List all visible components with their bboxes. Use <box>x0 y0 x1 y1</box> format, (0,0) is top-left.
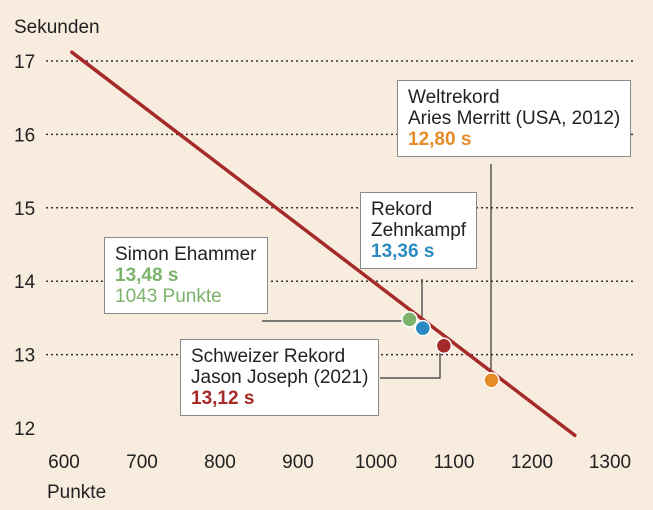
data-point <box>483 372 500 389</box>
y-axis-label: Sekunden <box>14 17 100 38</box>
data-point <box>435 337 453 355</box>
x-tick-label: 600 <box>48 452 80 473</box>
annotation-line: Jason Joseph (2021) <box>191 367 369 388</box>
annotation-line: Simon Ehammer <box>115 244 257 265</box>
annotation-value: 13,36 s <box>371 241 435 262</box>
annotation-line: Zehnkampf <box>371 220 467 241</box>
y-tick-labels: 12 13 14 15 16 17 <box>14 52 36 440</box>
y-tick-label: 13 <box>14 346 35 367</box>
annotation-simon-ehammer: Simon Ehammer 13,48 s 1043 Punkte <box>104 237 268 314</box>
y-tick-label: 17 <box>14 52 35 73</box>
annotation-value: 13,12 s <box>191 388 255 409</box>
data-points <box>401 311 500 389</box>
x-tick-label: 1300 <box>589 452 631 473</box>
data-point <box>401 311 418 328</box>
x-tick-label: 800 <box>204 452 236 473</box>
x-tick-label: 700 <box>126 452 158 473</box>
annotation-line: Rekord <box>371 199 433 220</box>
annotation-value: 12,80 s <box>408 129 472 150</box>
y-tick-label: 16 <box>14 125 35 146</box>
x-tick-label: 1100 <box>434 452 475 473</box>
annotation-line: Aries Merritt (USA, 2012) <box>408 108 621 129</box>
x-axis-label: Punkte <box>47 482 106 503</box>
y-tick-label: 12 <box>14 419 35 440</box>
x-tick-label: 1200 <box>511 452 553 473</box>
annotation-line: Schweizer Rekord <box>191 346 346 367</box>
x-tick-labels: 600 700 800 900 1000 1100 1200 1300 <box>48 452 631 473</box>
y-tick-label: 14 <box>14 272 36 293</box>
annotation-value: 13,48 s <box>115 265 179 286</box>
annotation-swiss-record: Schweizer Rekord Jason Joseph (2021) 13,… <box>180 339 380 416</box>
series-line <box>70 50 577 438</box>
annotation-world-record: Weltrekord Aries Merritt (USA, 2012) 12,… <box>397 80 632 157</box>
series-group <box>70 50 577 438</box>
annotation-decathlon-record: Rekord Zehnkampf 13,36 s <box>360 192 478 269</box>
annotation-line: Weltrekord <box>408 87 500 108</box>
annotation-extra: 1043 Punkte <box>115 286 222 307</box>
x-tick-label: 1000 <box>355 452 397 473</box>
x-tick-label: 900 <box>282 452 314 473</box>
connector-line <box>380 345 441 379</box>
y-tick-label: 15 <box>14 199 35 220</box>
data-point <box>414 319 432 337</box>
